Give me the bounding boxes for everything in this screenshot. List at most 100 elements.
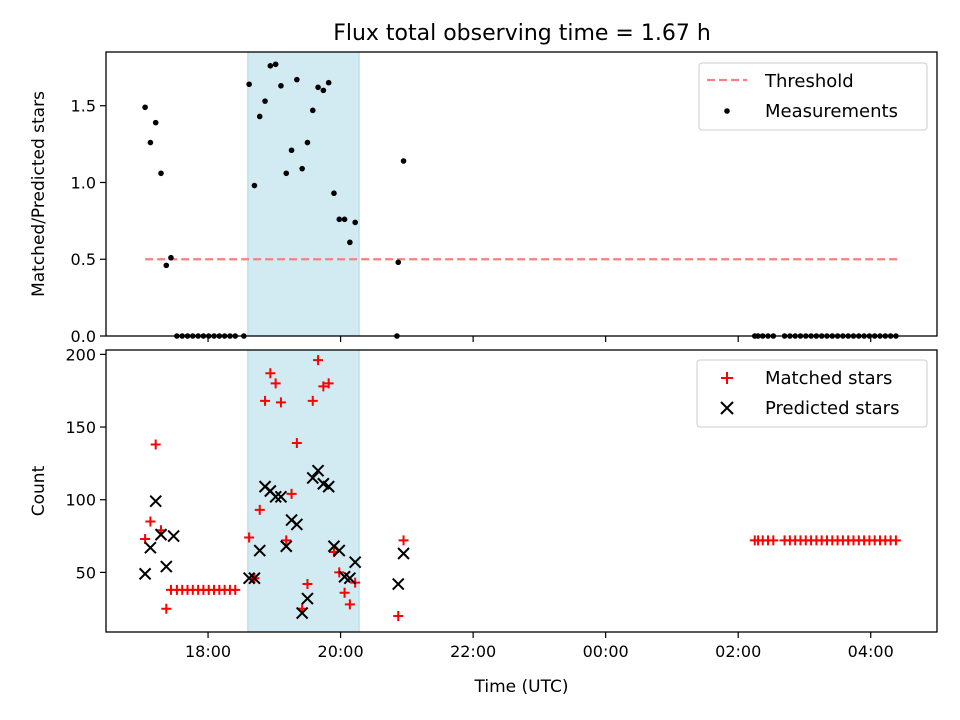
matched-star-point [318, 381, 329, 392]
x-tick-label: 18:00 [185, 642, 231, 661]
predicted-star-point [167, 529, 180, 543]
matched-star-point [150, 439, 161, 450]
predicted-star-point [397, 547, 410, 560]
y-tick-label: 1.5 [71, 97, 96, 116]
measurement-point [142, 104, 148, 111]
shaded-interval [247, 349, 360, 633]
measurement-point [294, 76, 300, 83]
measurement-point [147, 139, 154, 146]
measurement-point [336, 216, 343, 223]
x-axis-label: Time (UTC) [474, 677, 569, 697]
predicted-star-point [269, 490, 282, 504]
matched-star-point [291, 438, 302, 449]
predicted-star-point [348, 556, 362, 569]
predicted-star-point [333, 544, 346, 557]
y-axis-label: Count [29, 465, 49, 516]
y-axis-label: Matched/Predicted stars [29, 91, 49, 297]
measurement-point [283, 170, 290, 177]
matched-star-point [145, 516, 156, 527]
predicted-star-point [144, 541, 157, 554]
matched-star-point [244, 532, 255, 543]
y-tick-label: 50 [76, 563, 96, 582]
legend-box [698, 62, 928, 131]
measurement-point [152, 119, 159, 126]
predicted-star-point [160, 560, 173, 573]
legend: Matched stars Predicted stars [696, 359, 928, 428]
x-tick-label: 02:00 [715, 642, 761, 661]
legend-box [696, 359, 928, 428]
y-tick-label: 1.0 [71, 173, 96, 192]
x-tick-label: 22:00 [450, 642, 496, 661]
matched-star-point [890, 535, 901, 546]
bottom-panel: 50 100 150 200 18:00 20:00 22:00 00:00 02:00 04:0… [29, 345, 938, 697]
predicted-star-point [301, 592, 314, 605]
matched-star-point [270, 378, 281, 389]
legend-measurements-swatch [724, 108, 730, 114]
y-tick-label: 100 [65, 491, 96, 510]
measurement-point [304, 139, 311, 146]
matched-star-point [398, 535, 409, 546]
predicted-star-point [154, 528, 168, 541]
legend-predicted-label: Predicted stars [765, 398, 899, 419]
cross-marker [720, 401, 734, 415]
measurement-point [395, 259, 402, 266]
legend-measurements-label: Measurements [765, 101, 898, 122]
matched-star-point [260, 395, 271, 406]
predicted-star-point [280, 540, 293, 553]
plus-marker [721, 372, 733, 384]
measurement-point [320, 87, 327, 94]
top-panel: 0.0 0.5 1.0 1.5 Matched/Predicted stars Thr… [29, 51, 938, 346]
measurement-point [251, 182, 258, 189]
legend: Threshold Measurements [698, 62, 928, 131]
chart-title: Flux total observing time = 1.67 h [333, 21, 711, 46]
predicted-star-point [253, 544, 266, 557]
predicted-star-point [274, 490, 288, 504]
matched-star-point [161, 603, 172, 614]
matched-star-point [275, 397, 286, 408]
y-tick-label: 0.5 [71, 250, 96, 269]
predicted-star-point [343, 572, 357, 585]
measurement-point [158, 170, 164, 177]
matched-star-point [302, 579, 313, 590]
measurement-point [299, 165, 305, 172]
matched-star-point [281, 535, 292, 546]
legend-matched-swatch [721, 372, 733, 384]
bottom-marks [138, 355, 901, 622]
measurement-point [325, 79, 332, 86]
measurement-point [341, 216, 348, 223]
legend-threshold-label: Threshold [764, 71, 854, 92]
matched-star-point [286, 488, 297, 499]
predicted-star-point [149, 494, 162, 508]
x-tick-label: 00:00 [583, 642, 629, 661]
matched-star-point [768, 535, 779, 546]
y-tick-label: 200 [65, 345, 96, 364]
legend-matched-label: Matched stars [765, 368, 892, 389]
matched-star-point [307, 395, 318, 406]
matched-star-point [254, 504, 265, 515]
measurement-point [272, 61, 279, 68]
y-tick-label: 0.0 [71, 327, 96, 346]
measurement-point [331, 190, 337, 197]
y-tick-label: 150 [65, 418, 96, 437]
predicted-star-point [138, 567, 152, 581]
matched-star-point [393, 611, 404, 622]
axes-frame [105, 349, 938, 633]
measurement-point [262, 98, 268, 104]
legend-predicted-swatch [720, 401, 734, 415]
measurement-point [288, 147, 295, 154]
x-tick-label: 04:00 [848, 642, 894, 661]
bottom-axes: 50 100 150 200 18:00 20:00 22:00 00:00 02:00 04:0… [65, 345, 938, 661]
matched-star-point [313, 355, 324, 366]
measurement-point [352, 219, 358, 226]
predicted-star-point [392, 577, 405, 591]
measurement-point [168, 254, 174, 261]
matched-star-point [265, 368, 276, 379]
shaded-interval [247, 51, 360, 337]
predicted-star-point [311, 464, 325, 477]
measurement-point [163, 262, 170, 269]
measurement-point [309, 107, 316, 114]
measurement-point [315, 84, 321, 91]
measurement-point [246, 81, 252, 88]
top-axes: 0.0 0.5 1.0 1.5 [71, 51, 938, 346]
measurement-point [278, 82, 284, 89]
